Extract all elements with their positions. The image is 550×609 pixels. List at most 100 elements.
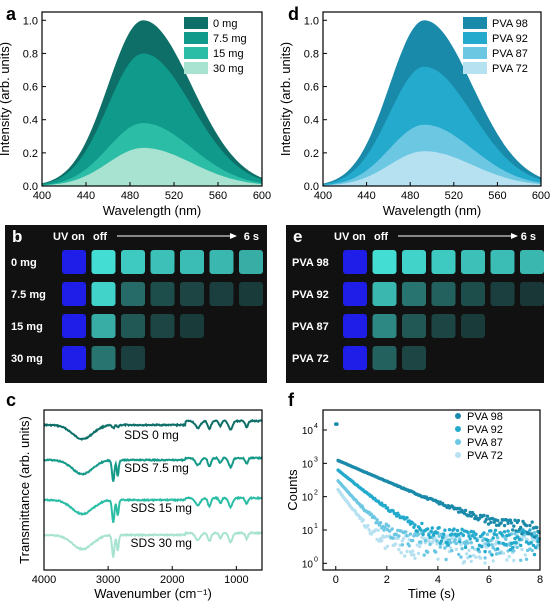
legend-marker <box>455 452 461 458</box>
photo-sample-cell <box>402 346 426 370</box>
photo-sample-cell <box>490 250 515 274</box>
decay-point-2 <box>536 543 540 547</box>
y-tick-label: 10 <box>302 493 314 504</box>
decay-point-1 <box>467 534 471 538</box>
y-tick-exponent: 4 <box>314 423 318 430</box>
decay-point-3 <box>366 523 370 528</box>
photo-sample-cell <box>150 314 175 338</box>
decay-point-0 <box>530 520 534 524</box>
decay-point-1 <box>380 501 384 505</box>
decay-point-0 <box>512 524 516 528</box>
y-tick-label: 0.0 <box>23 181 38 193</box>
spectrum-area-PVA-72 <box>323 151 541 186</box>
photo-sample-cell <box>372 282 397 306</box>
y-tick-exponent: 2 <box>314 490 318 497</box>
photo-sample-cell <box>150 250 175 274</box>
photo-sample-cell <box>209 282 234 306</box>
decay-point-1 <box>536 539 540 544</box>
ftir-series-label: SDS 15 mg <box>131 501 192 515</box>
decay-point-1 <box>476 547 480 551</box>
ftir-series-label: SDS 30 mg <box>131 536 192 550</box>
photo-sample-cell <box>121 282 145 306</box>
legend-swatch <box>184 47 208 59</box>
decay-point-2 <box>447 538 452 542</box>
decay-point-1 <box>528 528 532 532</box>
legend-entry: PVA 92 <box>467 424 503 436</box>
x-tick-label: 6 <box>486 574 492 586</box>
y-tick-exponent: 1 <box>314 523 318 530</box>
decay-point-0 <box>509 521 514 525</box>
photo-panel-e: e UV on off 6 s PVA 98 PVA 92 PVA 87 PVA 72 <box>286 225 544 383</box>
decay-point-3 <box>478 556 483 560</box>
decay-point-1 <box>415 529 419 533</box>
decay-point-2 <box>443 546 447 550</box>
y-tick-label: 0.4 <box>23 115 38 127</box>
decay-point-0 <box>532 535 537 539</box>
decay-point-3 <box>403 554 407 558</box>
photo-sample-cell <box>490 282 515 306</box>
decay-point-1 <box>468 537 472 541</box>
x-tick-label: 1000 <box>224 574 248 586</box>
decay-point-2 <box>384 522 388 526</box>
x-tick-label: 440 <box>77 190 95 202</box>
legend-swatch <box>184 32 208 44</box>
decay-point-2 <box>453 538 457 542</box>
photo-sample-cell <box>520 282 544 306</box>
y-axis-label: Transmittance (arb. units) <box>17 416 32 564</box>
ftir-curve-0 <box>43 418 263 441</box>
decay-point-1 <box>391 509 395 513</box>
decay-point-3 <box>491 559 495 563</box>
legend-entry: 7.5 mg <box>213 33 247 45</box>
legend-swatch <box>463 62 487 74</box>
decay-point-1 <box>491 536 495 540</box>
panel-label-b: b <box>12 227 22 246</box>
photo-sample-cell <box>121 314 145 338</box>
decay-point-3 <box>393 542 398 546</box>
decay-point-2 <box>382 528 386 532</box>
y-tick-label: 0.2 <box>23 148 38 160</box>
photo-sample-cell <box>343 282 367 306</box>
decay-point-3 <box>443 537 447 542</box>
decay-point-3 <box>397 547 401 552</box>
legend-entry: PVA 92 <box>492 33 528 45</box>
decay-point-0 <box>502 523 507 528</box>
y-axis-label: Intensity (arb. units) <box>0 42 12 156</box>
decay-point-0 <box>471 512 476 516</box>
decay-point-1 <box>514 541 518 545</box>
decay-point-2 <box>513 532 517 536</box>
plot-frame <box>322 11 542 187</box>
decay-point-2 <box>435 539 439 543</box>
decay-point-2 <box>530 548 534 553</box>
decay-point-1 <box>502 530 507 534</box>
decay-point-1 <box>475 538 479 543</box>
decay-point-1 <box>420 521 424 526</box>
legend-marker <box>455 413 461 419</box>
plot-frame <box>43 409 263 571</box>
x-tick-label: 480 <box>401 190 419 202</box>
photo-sample-cell <box>62 314 86 338</box>
decay-point-1 <box>443 528 447 532</box>
decay-point-1 <box>489 529 493 533</box>
decay-point-1 <box>459 531 463 535</box>
decay-point-1 <box>474 532 478 536</box>
decay-point-3 <box>416 551 421 556</box>
legend-marker <box>455 439 461 445</box>
decay-point-3 <box>523 553 527 557</box>
decay-point-0 <box>519 525 523 530</box>
legend-entry: PVA 72 <box>467 450 503 462</box>
plot-frame <box>41 11 263 187</box>
decay-point-2 <box>450 549 454 553</box>
decay-point-2 <box>498 551 502 555</box>
decay-point-1 <box>473 536 477 540</box>
decay-point-2 <box>388 529 392 533</box>
decay-point-3 <box>375 537 379 542</box>
decay-point-1 <box>421 532 425 537</box>
x-axis-label: Wavelength (nm) <box>383 203 482 218</box>
decay-point-1 <box>461 533 465 537</box>
decay-point-1 <box>519 543 523 548</box>
ftir-curve-3 <box>43 531 263 558</box>
decay-point-3 <box>465 552 469 556</box>
photo-sample-cell <box>209 250 234 274</box>
x-tick-label: 8 <box>537 574 543 586</box>
x-tick-label: 560 <box>488 190 506 202</box>
